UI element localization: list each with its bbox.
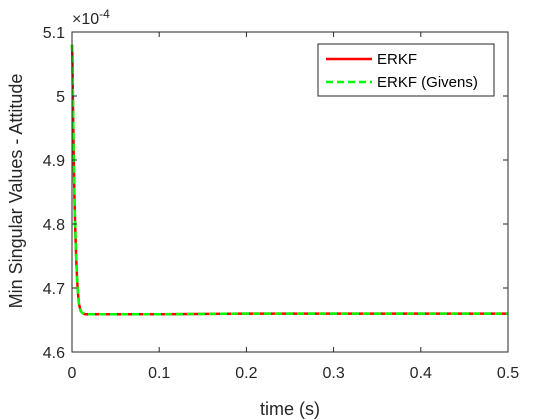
y-tick-label: 4.6 (43, 345, 65, 362)
axes-box (71, 31, 509, 353)
x-tick-label: 0.5 (497, 365, 519, 382)
y-exponent-power: -4 (99, 7, 110, 21)
x-axis-title: time (s) (260, 399, 320, 419)
x-tick-label: 0.3 (322, 365, 344, 382)
series-line-erkf-givens (70, 44, 508, 316)
legend: ERKF ERKF (Givens) (317, 43, 495, 97)
series-layer (70, 44, 508, 316)
ticks-layer: 0 0.1 0.2 0.3 0.4 0.5 4.6 4.7 4.8 4.9 5 5.1 (43, 25, 519, 382)
y-axis-title: Min Singular Values - Attitude (6, 74, 26, 309)
y-tick-label: 5.1 (43, 25, 65, 42)
y-tick-label: 4.8 (43, 217, 65, 234)
x-tick-label: 0.1 (148, 365, 170, 382)
y-tick-label: 4.9 (43, 153, 65, 170)
y-exponent-base: ×10 (72, 11, 99, 28)
legend-box (317, 43, 495, 97)
y-tick-label: 5 (56, 89, 65, 106)
x-tick-label: 0.4 (410, 365, 432, 382)
legend-label-erkf-givens: ERKF (Givens) (377, 74, 478, 91)
axes-frame (71, 31, 509, 353)
x-tick-label: 0.2 (235, 365, 257, 382)
x-tick-label: 0 (68, 365, 77, 382)
y-tick-label: 4.7 (43, 281, 65, 298)
y-exponent-label: ×10-4 (72, 7, 110, 28)
legend-label-erkf: ERKF (377, 51, 417, 68)
